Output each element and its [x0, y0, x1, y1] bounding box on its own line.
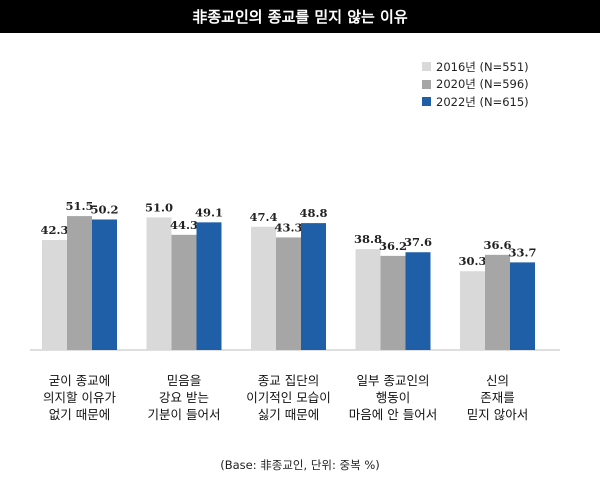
category-label-3-line-2: 이기적인 모습이 — [246, 390, 330, 405]
legend-item-2020: 2020년 (N=596) — [422, 76, 529, 94]
legend: 2016년 (N=551) 2020년 (N=596) 2022년 (N=615… — [422, 58, 529, 111]
base-note: (Base: 非종교인, 단위: 중복 %) — [220, 458, 380, 472]
category-label-2-line-2: 강요 받는 — [159, 390, 209, 405]
bar-3-series-2 — [276, 237, 301, 350]
bar-3-series-1 — [251, 226, 276, 350]
category-label-2-line-1: 믿음을 — [167, 373, 202, 388]
bar-2-series-2 — [171, 234, 197, 350]
category-label-1-line-2: 의지할 이유가 — [43, 390, 116, 405]
bar-2-series-3 — [196, 222, 222, 350]
bar-5-series-1 — [460, 271, 485, 350]
data-label-5-series-2: 36.6 — [483, 238, 511, 252]
bar-4-series-2 — [380, 255, 406, 350]
data-label-3-series-2: 43.3 — [274, 220, 302, 234]
chart-title: 非종교인의 종교를 믿지 않는 이유 — [0, 0, 600, 33]
category-label-2-line-3: 기분이 들어서 — [148, 407, 221, 422]
bar-5-series-2 — [485, 254, 510, 350]
bar-2-series-1 — [146, 217, 172, 350]
data-label-2-series-1: 51.0 — [145, 200, 173, 214]
legend-swatch-2022 — [422, 97, 431, 107]
legend-item-2022: 2022년 (N=615) — [422, 93, 529, 111]
data-label-1-series-1: 42.3 — [40, 223, 68, 237]
data-label-4-series-3: 37.6 — [404, 235, 432, 249]
legend-label-2022: 2022년 (N=615) — [436, 94, 529, 109]
category-label-5-line-3: 믿지 않아서 — [467, 407, 528, 422]
data-label-4-series-1: 38.8 — [354, 232, 382, 246]
category-label-1-line-1: 굳이 종교에 — [49, 373, 110, 388]
data-label-1-series-3: 50.2 — [90, 202, 118, 216]
data-label-5-series-1: 30.3 — [458, 254, 486, 268]
legend-swatch-2016 — [422, 62, 431, 72]
bar-4-series-1 — [355, 249, 381, 350]
data-label-4-series-2: 36.2 — [379, 239, 407, 253]
bar-3-series-3 — [301, 223, 326, 350]
legend-item-2016: 2016년 (N=551) — [422, 58, 529, 76]
legend-label-2020: 2020년 (N=596) — [436, 77, 529, 92]
bar-5-series-3 — [510, 262, 535, 350]
category-label-4-line-3: 마음에 안 들어서 — [349, 407, 437, 422]
bar-4-series-3 — [405, 252, 431, 350]
bar-1-series-2 — [67, 216, 92, 350]
category-label-5-line-1: 신의 — [486, 373, 509, 388]
chart-title-text: 非종교인의 종교를 믿지 않는 이유 — [192, 8, 408, 26]
legend-label-2016: 2016년 (N=551) — [436, 59, 529, 74]
category-label-3-line-3: 싫기 때문에 — [258, 407, 319, 422]
data-label-2-series-2: 44.3 — [170, 218, 198, 232]
data-label-5-series-3: 33.7 — [508, 245, 536, 259]
data-label-3-series-1: 47.4 — [249, 210, 277, 224]
legend-swatch-2020 — [422, 79, 431, 89]
bar-1-series-1 — [42, 240, 67, 350]
data-label-3-series-3: 48.8 — [299, 206, 327, 220]
category-label-3-line-1: 종교 집단의 — [258, 373, 319, 388]
category-label-4-line-2: 행동이 — [376, 390, 411, 405]
bar-1-series-3 — [92, 219, 117, 350]
category-label-5-line-2: 존재를 — [480, 390, 515, 405]
data-label-1-series-2: 51.5 — [65, 199, 93, 213]
data-label-2-series-3: 49.1 — [195, 205, 223, 219]
category-label-4-line-1: 일부 종교인의 — [357, 373, 430, 388]
category-label-1-line-3: 없기 때문에 — [49, 407, 110, 422]
